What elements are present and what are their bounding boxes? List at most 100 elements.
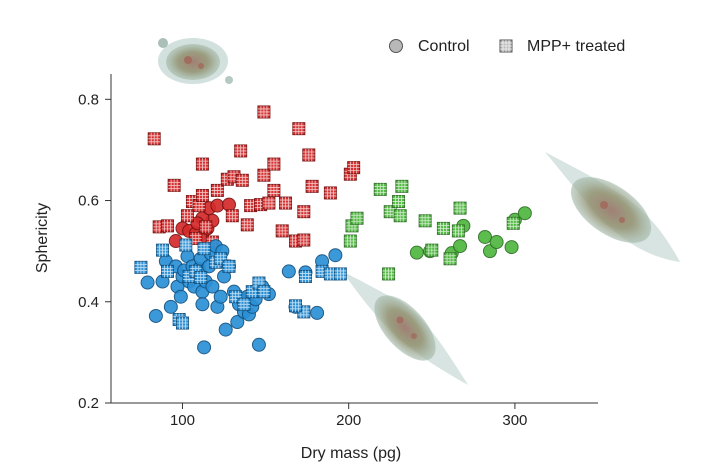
data-point-mpp [302, 148, 316, 162]
data-point-mpp [210, 183, 224, 197]
data-point-control [197, 340, 212, 355]
data-point-control [195, 297, 210, 312]
data-points [134, 105, 532, 355]
x-tick-label: 300 [502, 412, 527, 429]
data-point-mpp [134, 260, 148, 274]
data-point-control [310, 305, 325, 320]
data-point-mpp [225, 209, 239, 223]
data-point-mpp [179, 238, 193, 252]
data-point-control [230, 315, 245, 330]
data-point-mpp [298, 269, 312, 283]
data-point-control [140, 275, 155, 290]
data-point-mpp [257, 285, 271, 299]
data-point-control [205, 279, 220, 294]
data-point-mpp [350, 211, 364, 225]
data-point-mpp [195, 157, 209, 171]
data-point-control [213, 289, 228, 304]
data-point-mpp [161, 264, 175, 278]
legend-mpp-marker [499, 39, 513, 53]
data-point-mpp [194, 270, 208, 284]
data-point-mpp [297, 205, 311, 219]
data-point-control [163, 299, 178, 314]
data-point-mpp [443, 252, 457, 266]
data-point-mpp [275, 224, 289, 238]
data-point-control [517, 206, 532, 221]
data-point-mpp [235, 173, 249, 187]
x-tick-label: 200 [336, 412, 361, 429]
data-point-mpp [425, 243, 439, 257]
data-point-mpp [323, 186, 337, 200]
data-point-mpp [262, 196, 276, 210]
data-point-mpp [305, 179, 319, 193]
data-point-mpp [288, 299, 302, 313]
y-tick-label: 0.8 [78, 91, 99, 108]
data-point-mpp [436, 221, 450, 235]
data-point-mpp [279, 196, 293, 210]
data-point-control [409, 245, 424, 260]
data-point-mpp [343, 234, 357, 248]
data-point-mpp [418, 214, 432, 228]
y-axis-title: Sphericity [34, 203, 51, 273]
y-tick-label: 0.2 [78, 395, 99, 412]
data-point-mpp [199, 220, 213, 234]
data-point-mpp [257, 105, 271, 119]
y-tick-label: 0.4 [78, 294, 99, 311]
data-point-control [453, 239, 468, 254]
data-point-mpp [297, 233, 311, 247]
data-point-mpp [167, 178, 181, 192]
data-point-mpp [222, 259, 236, 273]
data-point-mpp [392, 195, 406, 209]
data-point-mpp [267, 183, 281, 197]
data-point-mpp [180, 209, 194, 223]
data-point-control [477, 229, 492, 244]
data-point-control [251, 337, 266, 352]
data-point-mpp [197, 242, 211, 256]
cell-image-right [545, 152, 680, 262]
cell-image-middle [343, 272, 468, 385]
axes [110, 74, 598, 404]
data-point-mpp [195, 188, 209, 202]
data-point-mpp [147, 132, 161, 146]
data-point-mpp [175, 316, 189, 330]
data-point-mpp [257, 168, 271, 182]
data-point-control [218, 322, 233, 337]
data-point-mpp [347, 161, 361, 175]
data-point-control [148, 308, 163, 323]
data-point-mpp [451, 224, 465, 238]
data-point-mpp [161, 219, 175, 233]
data-point-control [281, 264, 296, 279]
data-point-control [173, 289, 188, 304]
data-point-control [504, 240, 519, 255]
data-point-mpp [192, 199, 206, 213]
legend: Control MPP+ treated [389, 38, 625, 55]
ticks: 100 200 300 0.2 0.4 0.6 0.8 [78, 91, 527, 429]
data-point-mpp [333, 267, 347, 281]
data-point-mpp [393, 209, 407, 223]
data-point-mpp [237, 297, 251, 311]
x-axis-title: Dry mass (pg) [301, 445, 401, 462]
legend-control-marker [389, 39, 403, 53]
data-point-control [328, 248, 343, 263]
data-point-control [489, 235, 504, 250]
data-point-control [210, 198, 225, 213]
data-point-mpp [382, 267, 396, 281]
data-point-mpp [395, 179, 409, 193]
data-point-mpp [292, 122, 306, 136]
y-tick-label: 0.6 [78, 193, 99, 210]
data-point-mpp [373, 182, 387, 196]
legend-mpp-label: MPP+ treated [527, 38, 625, 55]
data-point-mpp [156, 243, 170, 257]
data-point-mpp [189, 232, 203, 245]
data-point-mpp [453, 201, 467, 215]
data-point-mpp [244, 199, 258, 213]
data-point-mpp [506, 216, 520, 230]
data-point-control [222, 197, 237, 212]
data-point-mpp [240, 218, 254, 232]
data-point-mpp [234, 144, 248, 158]
cell-image-top [158, 38, 233, 84]
legend-control-label: Control [418, 38, 470, 55]
data-point-mpp [267, 157, 281, 171]
data-point-mpp [383, 205, 397, 219]
data-point-mpp [323, 267, 337, 281]
